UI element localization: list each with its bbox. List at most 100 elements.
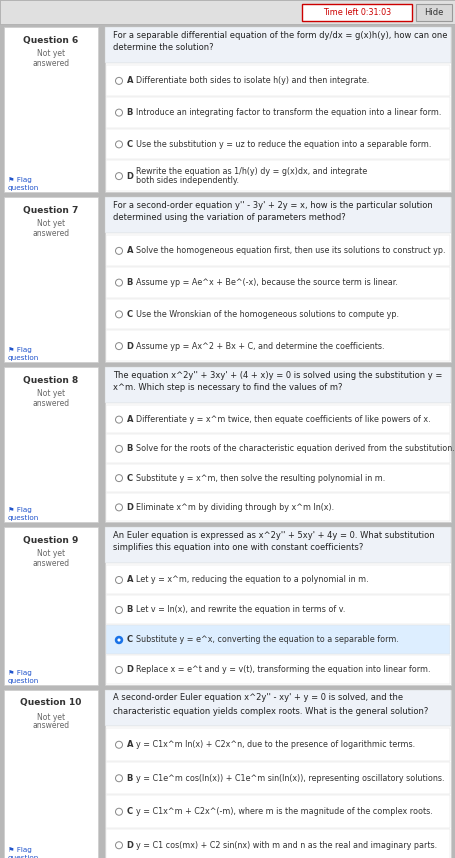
Text: Question 7: Question 7 bbox=[23, 206, 79, 214]
FancyBboxPatch shape bbox=[105, 690, 450, 726]
Circle shape bbox=[115, 667, 122, 674]
Text: B: B bbox=[126, 444, 132, 453]
Text: Use the substitution y = uz to reduce the equation into a separable form.: Use the substitution y = uz to reduce th… bbox=[136, 140, 431, 149]
Text: answered: answered bbox=[32, 559, 70, 567]
Circle shape bbox=[115, 607, 122, 613]
FancyBboxPatch shape bbox=[4, 367, 98, 522]
Text: Replace x = e^t and y = v(t), transforming the equation into linear form.: Replace x = e^t and y = v(t), transformi… bbox=[136, 666, 430, 674]
FancyBboxPatch shape bbox=[4, 527, 98, 685]
FancyBboxPatch shape bbox=[301, 4, 411, 21]
Text: B: B bbox=[126, 278, 132, 287]
FancyBboxPatch shape bbox=[106, 595, 449, 624]
FancyBboxPatch shape bbox=[106, 728, 449, 760]
Text: x^m. Which step is necessary to find the values of m?: x^m. Which step is necessary to find the… bbox=[113, 384, 342, 392]
FancyBboxPatch shape bbox=[106, 463, 449, 492]
Text: D: D bbox=[126, 666, 133, 674]
Text: determined using the variation of parameters method?: determined using the variation of parame… bbox=[113, 214, 345, 222]
Text: A second-order Euler equation x^2y'' - xy' + y = 0 is solved, and the: A second-order Euler equation x^2y'' - x… bbox=[113, 693, 402, 703]
Text: Differentiate y = x^m twice, then equate coefficients of like powers of x.: Differentiate y = x^m twice, then equate… bbox=[136, 415, 430, 424]
Circle shape bbox=[115, 445, 122, 452]
FancyBboxPatch shape bbox=[4, 27, 98, 192]
Circle shape bbox=[115, 141, 122, 148]
FancyBboxPatch shape bbox=[106, 655, 449, 684]
Text: A: A bbox=[126, 740, 133, 749]
Text: question: question bbox=[8, 515, 39, 521]
Text: question: question bbox=[8, 678, 39, 684]
FancyBboxPatch shape bbox=[106, 330, 449, 361]
Text: determine the solution?: determine the solution? bbox=[113, 44, 213, 52]
FancyBboxPatch shape bbox=[105, 27, 450, 63]
Text: Introduce an integrating factor to transform the equation into a linear form.: Introduce an integrating factor to trans… bbox=[136, 108, 441, 118]
Circle shape bbox=[115, 109, 122, 116]
Text: A: A bbox=[126, 246, 133, 256]
Text: Use the Wronskian of the homogeneous solutions to compute yp.: Use the Wronskian of the homogeneous sol… bbox=[136, 310, 399, 319]
FancyBboxPatch shape bbox=[105, 690, 450, 858]
Text: C: C bbox=[126, 807, 132, 816]
FancyBboxPatch shape bbox=[106, 129, 449, 160]
Text: Assume yp = Ax^2 + Bx + C, and determine the coefficients.: Assume yp = Ax^2 + Bx + C, and determine… bbox=[136, 341, 384, 351]
Text: ⚑ Flag: ⚑ Flag bbox=[8, 847, 32, 853]
Text: D: D bbox=[126, 841, 133, 849]
Text: Substitute y = x^m, then solve the resulting polynomial in m.: Substitute y = x^m, then solve the resul… bbox=[136, 474, 385, 482]
FancyBboxPatch shape bbox=[106, 829, 449, 858]
Circle shape bbox=[117, 638, 120, 642]
Text: Hide: Hide bbox=[424, 8, 443, 17]
Text: ⚑ Flag: ⚑ Flag bbox=[8, 177, 32, 183]
Text: C: C bbox=[126, 140, 132, 149]
FancyBboxPatch shape bbox=[106, 625, 449, 654]
Text: Substitute y = e^x, converting the equation to a separable form.: Substitute y = e^x, converting the equat… bbox=[136, 636, 399, 644]
Text: characteristic equation yields complex roots. What is the general solution?: characteristic equation yields complex r… bbox=[113, 706, 427, 716]
Text: Question 10: Question 10 bbox=[20, 698, 81, 708]
Text: answered: answered bbox=[32, 398, 70, 408]
Text: Solve for the roots of the characteristic equation derived from the substitution: Solve for the roots of the characteristi… bbox=[136, 444, 454, 453]
Text: Solve the homogeneous equation first, then use its solutions to construct yp.: Solve the homogeneous equation first, th… bbox=[136, 246, 445, 256]
FancyBboxPatch shape bbox=[106, 299, 449, 329]
Text: ⚑ Flag: ⚑ Flag bbox=[8, 670, 32, 676]
Text: C: C bbox=[126, 636, 132, 644]
FancyBboxPatch shape bbox=[106, 160, 449, 191]
Circle shape bbox=[115, 172, 122, 179]
Text: Not yet: Not yet bbox=[37, 549, 65, 559]
Text: both sides independently.: both sides independently. bbox=[136, 176, 239, 185]
Circle shape bbox=[115, 311, 122, 317]
Circle shape bbox=[115, 342, 122, 349]
Text: question: question bbox=[8, 355, 39, 361]
Circle shape bbox=[115, 775, 122, 782]
Circle shape bbox=[115, 416, 122, 423]
Text: B: B bbox=[126, 108, 132, 118]
FancyBboxPatch shape bbox=[105, 527, 450, 685]
FancyBboxPatch shape bbox=[106, 565, 449, 594]
FancyBboxPatch shape bbox=[105, 367, 450, 522]
FancyBboxPatch shape bbox=[0, 0, 455, 24]
Circle shape bbox=[115, 474, 122, 481]
Text: Time left 0:31:03: Time left 0:31:03 bbox=[322, 8, 390, 17]
FancyBboxPatch shape bbox=[415, 4, 451, 21]
Text: Not yet: Not yet bbox=[37, 712, 65, 722]
FancyBboxPatch shape bbox=[106, 267, 449, 298]
Text: y = C1 cos(mx) + C2 sin(nx) with m and n as the real and imaginary parts.: y = C1 cos(mx) + C2 sin(nx) with m and n… bbox=[136, 841, 437, 849]
Circle shape bbox=[115, 504, 122, 511]
Text: For a second-order equation y'' - 3y' + 2y = x, how is the particular solution: For a second-order equation y'' - 3y' + … bbox=[113, 201, 432, 209]
FancyBboxPatch shape bbox=[105, 197, 450, 233]
Text: ⚑ Flag: ⚑ Flag bbox=[8, 507, 32, 513]
Text: For a separable differential equation of the form dy/dx = g(x)h(y), how can one: For a separable differential equation of… bbox=[113, 31, 446, 39]
FancyBboxPatch shape bbox=[106, 235, 449, 266]
Text: Let y = x^m, reducing the equation to a polynomial in m.: Let y = x^m, reducing the equation to a … bbox=[136, 576, 368, 584]
Text: Assume yp = Ae^x + Be^(-x), because the source term is linear.: Assume yp = Ae^x + Be^(-x), because the … bbox=[136, 278, 398, 287]
Text: Question 8: Question 8 bbox=[23, 376, 78, 384]
Circle shape bbox=[115, 637, 122, 644]
Circle shape bbox=[115, 741, 122, 748]
Text: The equation x^2y'' + 3xy' + (4 + x)y = 0 is solved using the substitution y =: The equation x^2y'' + 3xy' + (4 + x)y = … bbox=[113, 371, 441, 379]
FancyBboxPatch shape bbox=[105, 367, 450, 403]
Text: Not yet: Not yet bbox=[37, 220, 65, 228]
Circle shape bbox=[115, 808, 122, 815]
Text: simplifies this equation into one with constant coefficients?: simplifies this equation into one with c… bbox=[113, 543, 363, 553]
FancyBboxPatch shape bbox=[4, 690, 98, 858]
Text: Eliminate x^m by dividing through by x^m ln(x).: Eliminate x^m by dividing through by x^m… bbox=[136, 503, 334, 512]
Text: An Euler equation is expressed as x^2y'' + 5xy' + 4y = 0. What substitution: An Euler equation is expressed as x^2y''… bbox=[113, 530, 434, 540]
FancyBboxPatch shape bbox=[106, 65, 449, 96]
FancyBboxPatch shape bbox=[106, 762, 449, 794]
Text: Not yet: Not yet bbox=[37, 50, 65, 58]
FancyBboxPatch shape bbox=[106, 97, 449, 128]
FancyBboxPatch shape bbox=[105, 197, 450, 362]
